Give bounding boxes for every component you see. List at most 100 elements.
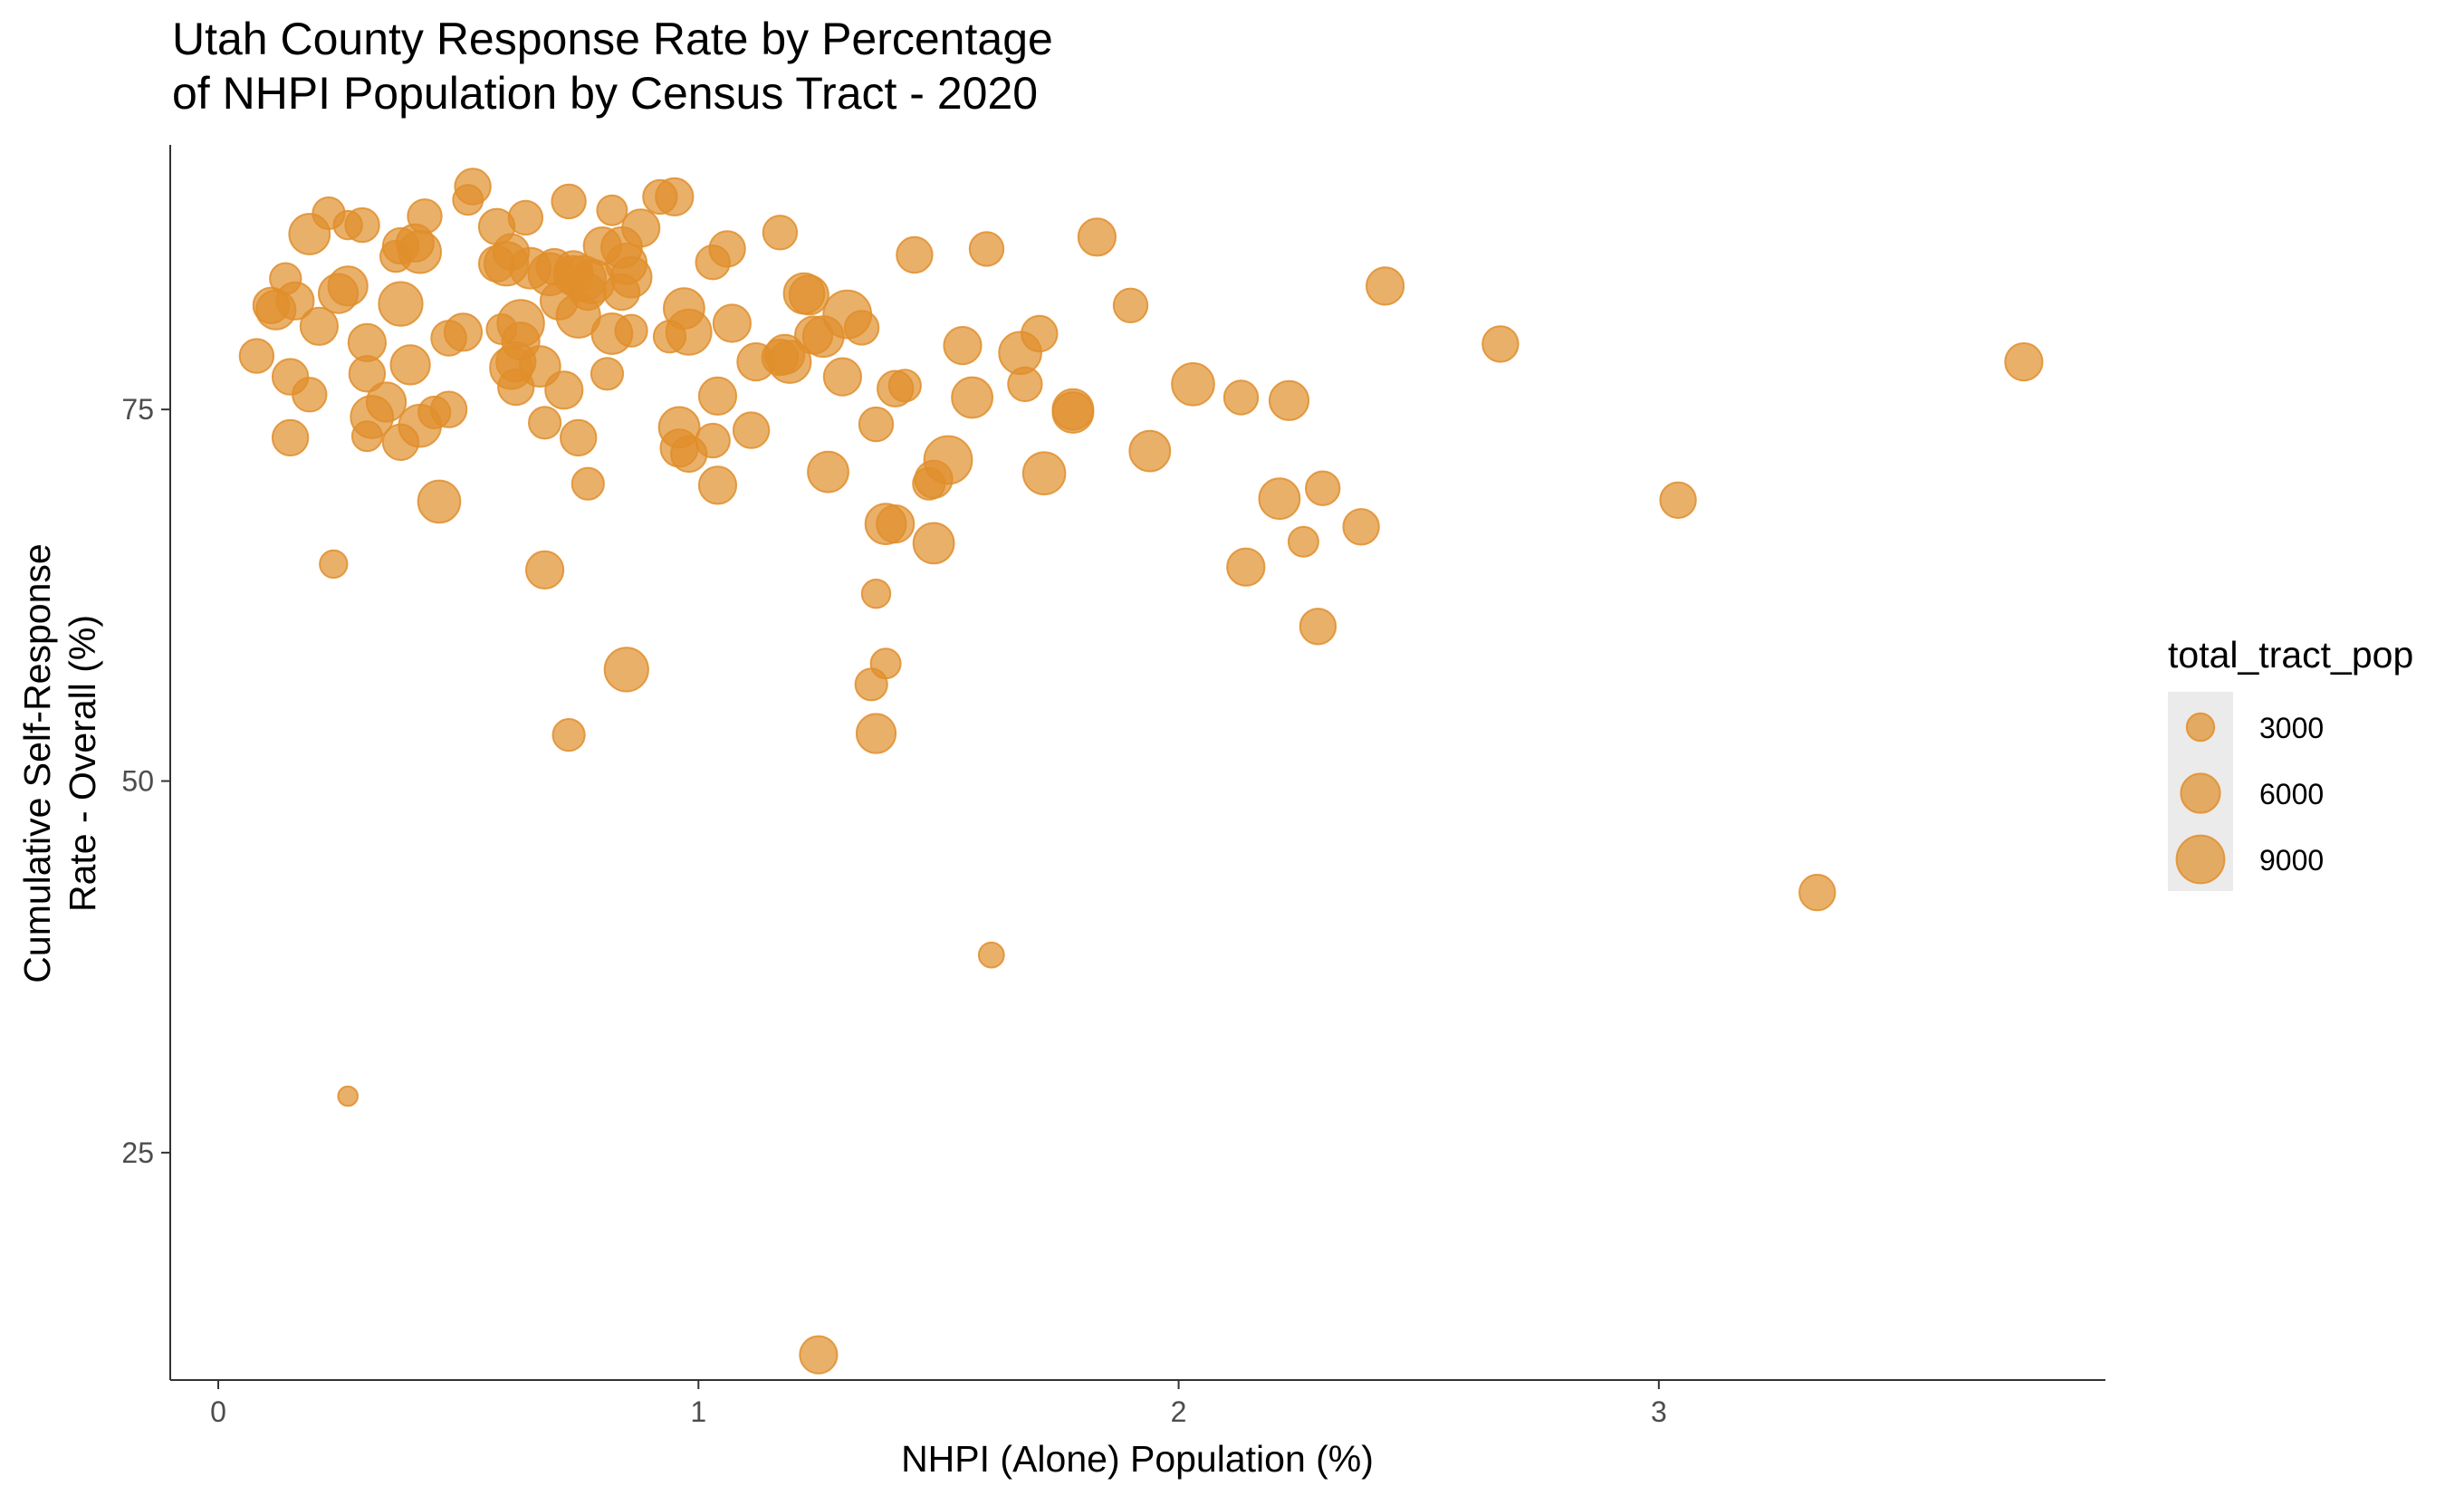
chart-title-line2: of NHPI Population by Census Tract - 202… bbox=[172, 68, 1038, 119]
data-point bbox=[2004, 342, 2044, 382]
data-point bbox=[429, 390, 468, 428]
data-point bbox=[855, 713, 897, 754]
data-point bbox=[1171, 362, 1215, 407]
data-point bbox=[1077, 217, 1117, 257]
data-point bbox=[799, 1335, 839, 1375]
data-point bbox=[943, 326, 983, 366]
legend-keys: 3000 6000 9000 bbox=[2175, 712, 2324, 885]
data-point bbox=[1021, 451, 1067, 496]
data-point bbox=[1007, 366, 1043, 402]
data-point bbox=[876, 504, 916, 544]
data-point bbox=[843, 310, 880, 346]
data-point bbox=[968, 231, 1005, 267]
data-point bbox=[923, 435, 973, 485]
data-point bbox=[822, 357, 863, 397]
y-tick-label: 50 bbox=[121, 765, 154, 798]
data-point bbox=[337, 1085, 360, 1107]
data-point bbox=[1366, 266, 1405, 306]
data-point bbox=[496, 299, 545, 348]
data-point bbox=[858, 406, 895, 443]
data-point bbox=[697, 465, 738, 505]
data-point bbox=[1659, 481, 1697, 519]
data-point bbox=[389, 344, 431, 386]
data-point bbox=[860, 579, 892, 609]
legend-key-circle bbox=[2175, 834, 2226, 885]
y-axis-ticks: 25 50 75 bbox=[121, 393, 170, 1169]
data-point bbox=[712, 303, 753, 343]
data-point bbox=[695, 422, 731, 459]
data-point bbox=[869, 647, 902, 680]
data-point bbox=[767, 340, 812, 384]
data-point bbox=[551, 183, 587, 220]
data-point bbox=[344, 206, 380, 244]
data-point bbox=[443, 312, 484, 352]
points-layer bbox=[238, 168, 2044, 1375]
data-point bbox=[292, 377, 328, 413]
legend-key-circle bbox=[2180, 772, 2221, 814]
data-point bbox=[896, 235, 934, 274]
data-point bbox=[1299, 608, 1337, 646]
x-axis-ticks: 0 1 2 3 bbox=[210, 1380, 1667, 1428]
data-point bbox=[977, 941, 1005, 969]
data-point bbox=[407, 198, 443, 235]
data-point bbox=[1268, 379, 1310, 421]
data-point bbox=[271, 418, 310, 457]
data-point bbox=[1222, 379, 1260, 416]
data-point bbox=[1798, 873, 1836, 912]
data-point bbox=[348, 355, 387, 393]
data-point bbox=[299, 306, 339, 346]
y-axis-title-line2: Rate - Overall (%) bbox=[62, 615, 103, 912]
data-point bbox=[614, 313, 648, 348]
legend-key-label: 6000 bbox=[2259, 778, 2324, 810]
y-tick-label: 75 bbox=[121, 393, 154, 426]
data-point bbox=[398, 229, 443, 274]
data-point bbox=[366, 381, 407, 423]
data-point bbox=[1287, 525, 1319, 558]
data-point bbox=[1481, 325, 1520, 363]
data-point bbox=[596, 194, 628, 226]
x-tick-label: 3 bbox=[1651, 1395, 1667, 1428]
data-point bbox=[1342, 508, 1380, 546]
data-point bbox=[238, 338, 275, 374]
data-point bbox=[525, 550, 565, 590]
data-point bbox=[1112, 287, 1149, 323]
legend-key-label: 3000 bbox=[2259, 712, 2324, 744]
legend: total_tract_pop 3000 6000 9000 bbox=[2168, 634, 2413, 891]
data-point bbox=[528, 406, 562, 440]
data-point bbox=[732, 411, 771, 449]
data-point bbox=[319, 549, 349, 580]
x-tick-label: 1 bbox=[690, 1395, 706, 1428]
legend-title: total_tract_pop bbox=[2168, 634, 2413, 676]
data-point bbox=[551, 718, 586, 753]
legend-key-circle bbox=[2185, 712, 2216, 743]
data-point bbox=[570, 466, 605, 501]
data-point bbox=[762, 215, 799, 251]
data-point bbox=[621, 208, 661, 248]
data-point bbox=[544, 370, 584, 410]
data-point bbox=[378, 281, 424, 327]
y-axis-title-line1: Cumulative Self-Response bbox=[16, 543, 58, 983]
data-point bbox=[708, 230, 746, 268]
data-point bbox=[275, 281, 315, 321]
x-axis-title: NHPI (Alone) Population (%) bbox=[901, 1438, 1374, 1480]
chart-title-line1: Utah County Response Rate by Percentage bbox=[172, 14, 1053, 64]
data-point bbox=[507, 199, 544, 236]
data-point bbox=[1226, 547, 1266, 587]
data-point bbox=[655, 177, 695, 216]
legend-key-label: 9000 bbox=[2259, 844, 2324, 877]
y-axis-title: Cumulative Self-Response Rate - Overall … bbox=[16, 543, 103, 983]
data-point bbox=[665, 308, 713, 356]
x-tick-label: 2 bbox=[1171, 1395, 1187, 1428]
data-point bbox=[609, 255, 653, 299]
data-point bbox=[697, 376, 738, 416]
data-point bbox=[788, 274, 829, 316]
data-point bbox=[1128, 429, 1172, 473]
data-point bbox=[454, 168, 492, 206]
data-point bbox=[417, 479, 462, 524]
data-point bbox=[327, 265, 369, 307]
data-point bbox=[560, 418, 598, 457]
data-point bbox=[951, 376, 993, 419]
data-point bbox=[590, 357, 625, 391]
